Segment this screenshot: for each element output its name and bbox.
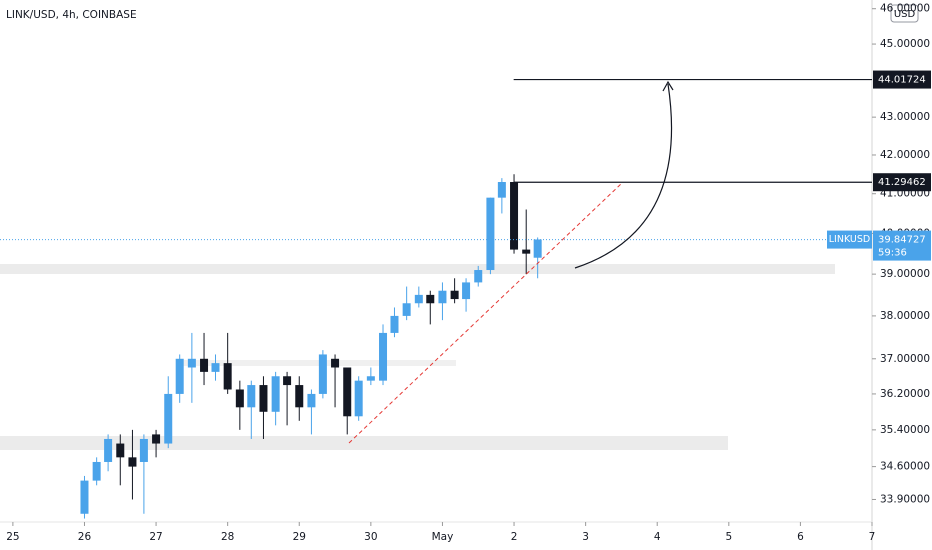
candle-body [402,303,411,316]
x-tick-label: 4 [654,531,661,543]
candle-body [139,438,148,462]
annotations-front [348,78,872,444]
x-tick-label: 2 [511,531,518,543]
symbol-label: LINKUSD [829,234,870,245]
candle-body [366,376,375,381]
symbol-box [827,230,872,249]
candle-body [450,290,459,300]
candle-body [474,270,483,283]
y-tick-label: 37.00000 [880,353,930,365]
candle-body [80,480,89,514]
chart-title: LINK/USD, 4h, COINBASE [6,9,137,21]
candle-body [331,358,340,368]
candle-body [128,457,137,467]
y-tick-label: 38.00000 [880,310,930,322]
candle-body [318,354,327,394]
x-tick-label: 28 [221,531,234,543]
candle-body [175,358,184,394]
zone [0,436,728,450]
arrow-head [662,80,674,92]
candle-body [354,380,363,417]
candle-body [438,290,447,304]
candle-body [247,385,256,408]
arrow-curve [574,83,673,269]
y-tick-label: 35.40000 [880,424,930,436]
candle-body [104,438,113,462]
candle-body [379,332,388,381]
candle-body [235,389,244,408]
candle-body [283,376,292,386]
candle-body [152,434,161,444]
candle-body [307,393,316,408]
candle-body [200,358,209,372]
candle-body [259,385,268,412]
candle-body [522,249,531,254]
y-tick-label: 33.90000 [880,493,930,505]
candle-body [164,393,173,444]
level-label-box [873,70,931,89]
zone [0,264,835,274]
last-price-label: 39.84727 [878,235,926,246]
x-tick-label: 3 [582,531,589,543]
x-tick-label: 26 [78,531,92,543]
level-label: 44.01724 [878,75,926,86]
candle-body [533,239,542,258]
candle-body [295,385,304,408]
level-label-box [873,173,931,192]
x-tick-label: 27 [149,531,162,543]
x-tick-label: 30 [364,531,377,543]
y-tick-label: 43.00000 [880,111,930,123]
x-tick-label: May [432,531,454,543]
y-tick-label: 36.20000 [880,388,930,400]
candle-body [92,461,101,481]
level-label: 41.29462 [878,177,926,188]
candle-body [462,282,471,300]
y-tick-label: 39.00000 [880,268,930,280]
candle-body [414,294,423,304]
candle-body [497,182,506,198]
candle-body [390,315,399,333]
countdown-label: 59:36 [878,248,907,259]
currency: USD [894,9,916,20]
candle-body [486,197,495,271]
currency-box [890,4,919,23]
y-tick-label: 34.60000 [880,461,930,473]
candle-body [343,367,352,417]
y-tick-label: 42.00000 [880,149,930,161]
candle-body [187,358,196,368]
candle-body [223,363,232,390]
candle-body [211,363,220,372]
x-tick-label: 29 [293,531,306,543]
x-tick-label: 5 [725,531,732,543]
marks [0,174,872,519]
y-tick-label: 45.00000 [880,38,930,50]
candle-body [426,294,435,304]
candle-body [116,443,125,458]
x-tick-label: 25 [6,531,19,543]
x-tick-label: 6 [797,531,804,543]
x-tick-label: 7 [869,531,876,543]
y-tick-label: 46.00000 [880,3,930,15]
candle-body [510,182,519,250]
last-price-box [873,230,931,261]
candle-body [271,376,280,412]
